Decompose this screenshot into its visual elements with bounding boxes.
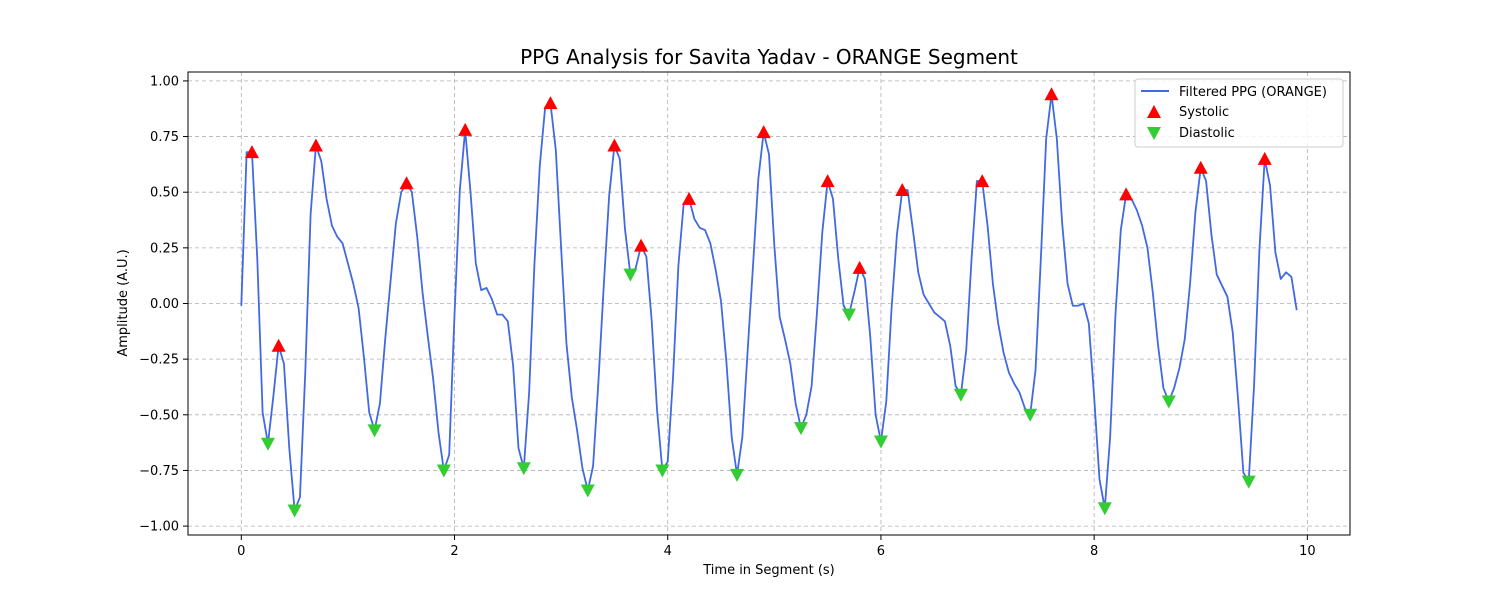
systolic-marker bbox=[543, 96, 558, 110]
y-tick-label: −1.00 bbox=[139, 520, 179, 535]
diastolic-marker bbox=[260, 437, 275, 451]
diastolic-marker bbox=[655, 464, 670, 478]
y-tick-label: 0.75 bbox=[150, 130, 179, 145]
y-tick-label: −0.75 bbox=[139, 464, 179, 479]
y-tick-label: −0.25 bbox=[139, 353, 179, 368]
legend: Filtered PPG (ORANGE) Systolic Diastolic bbox=[1134, 78, 1344, 148]
x-tick-label: 4 bbox=[664, 544, 672, 559]
legend-box bbox=[1134, 78, 1344, 148]
y-tick-label: 0.50 bbox=[150, 186, 179, 201]
diastolic-marker bbox=[841, 308, 856, 322]
diastolic-marker bbox=[516, 462, 531, 476]
systolic-marker bbox=[820, 174, 835, 188]
systolic-marker bbox=[308, 138, 323, 152]
x-tick-label: 2 bbox=[450, 544, 458, 559]
systolic-marker bbox=[852, 260, 867, 274]
legend-label-diastolic: Diastolic bbox=[1179, 126, 1235, 141]
legend-systolic-marker-icon bbox=[1147, 105, 1161, 118]
systolic-marker bbox=[975, 174, 990, 188]
legend-diastolic-marker-icon bbox=[1147, 127, 1161, 140]
x-tick-label: 8 bbox=[1090, 544, 1098, 559]
diastolic-marker bbox=[953, 388, 968, 402]
diastolic-marker bbox=[623, 268, 638, 282]
diastolic-marker bbox=[367, 424, 382, 438]
diastolic-marker bbox=[793, 422, 808, 436]
systolic-marker bbox=[244, 145, 259, 159]
plot-area bbox=[240, 87, 1298, 518]
x-tick-label: 10 bbox=[1299, 544, 1316, 559]
x-tick-label: 6 bbox=[877, 544, 885, 559]
x-tick-label: 0 bbox=[237, 544, 245, 559]
systolic-marker bbox=[1119, 187, 1134, 201]
y-tick-label: 1.00 bbox=[150, 74, 179, 89]
axis-ticks: 0 2 4 6 8 10 −1.00 −0.75 −0.50 −0.25 0.00 0.25 0.50 0… bbox=[139, 74, 1315, 559]
diastolic-marker bbox=[730, 468, 745, 482]
systolic-marker bbox=[399, 176, 414, 190]
diastolic-marker bbox=[1241, 475, 1256, 489]
systolic-marker bbox=[1257, 151, 1272, 165]
x-axis-label: Time in Segment (s) bbox=[702, 563, 834, 578]
legend-label-filtered: Filtered PPG (ORANGE) bbox=[1179, 85, 1327, 100]
legend-label-systolic: Systolic bbox=[1179, 105, 1229, 120]
systolic-marker bbox=[1044, 87, 1059, 101]
filtered-ppg-line bbox=[240, 93, 1298, 512]
y-tick-label: −0.50 bbox=[139, 408, 179, 423]
diastolic-marker bbox=[873, 435, 888, 449]
y-axis-label: Amplitude (A.U.) bbox=[116, 249, 131, 356]
y-tick-label: 0.00 bbox=[150, 297, 179, 312]
diastolic-marker bbox=[287, 504, 302, 518]
systolic-marker bbox=[271, 338, 286, 352]
diastolic-marker bbox=[1023, 408, 1038, 422]
diastolic-marker bbox=[436, 464, 451, 478]
systolic-marker bbox=[756, 125, 771, 139]
diastolic-marker bbox=[1097, 502, 1112, 516]
systolic-marker bbox=[1193, 160, 1208, 174]
systolic-marker bbox=[682, 191, 697, 205]
y-tick-label: 0.25 bbox=[150, 241, 179, 256]
systolic-marker bbox=[895, 182, 910, 196]
diastolic-marker bbox=[580, 484, 595, 498]
systolic-marker bbox=[634, 238, 649, 252]
systolic-marker bbox=[458, 122, 473, 136]
diastolic-marker bbox=[1161, 395, 1176, 409]
chart-title: PPG Analysis for Savita Yadav - ORANGE S… bbox=[520, 45, 1018, 69]
systolic-marker bbox=[607, 138, 622, 152]
